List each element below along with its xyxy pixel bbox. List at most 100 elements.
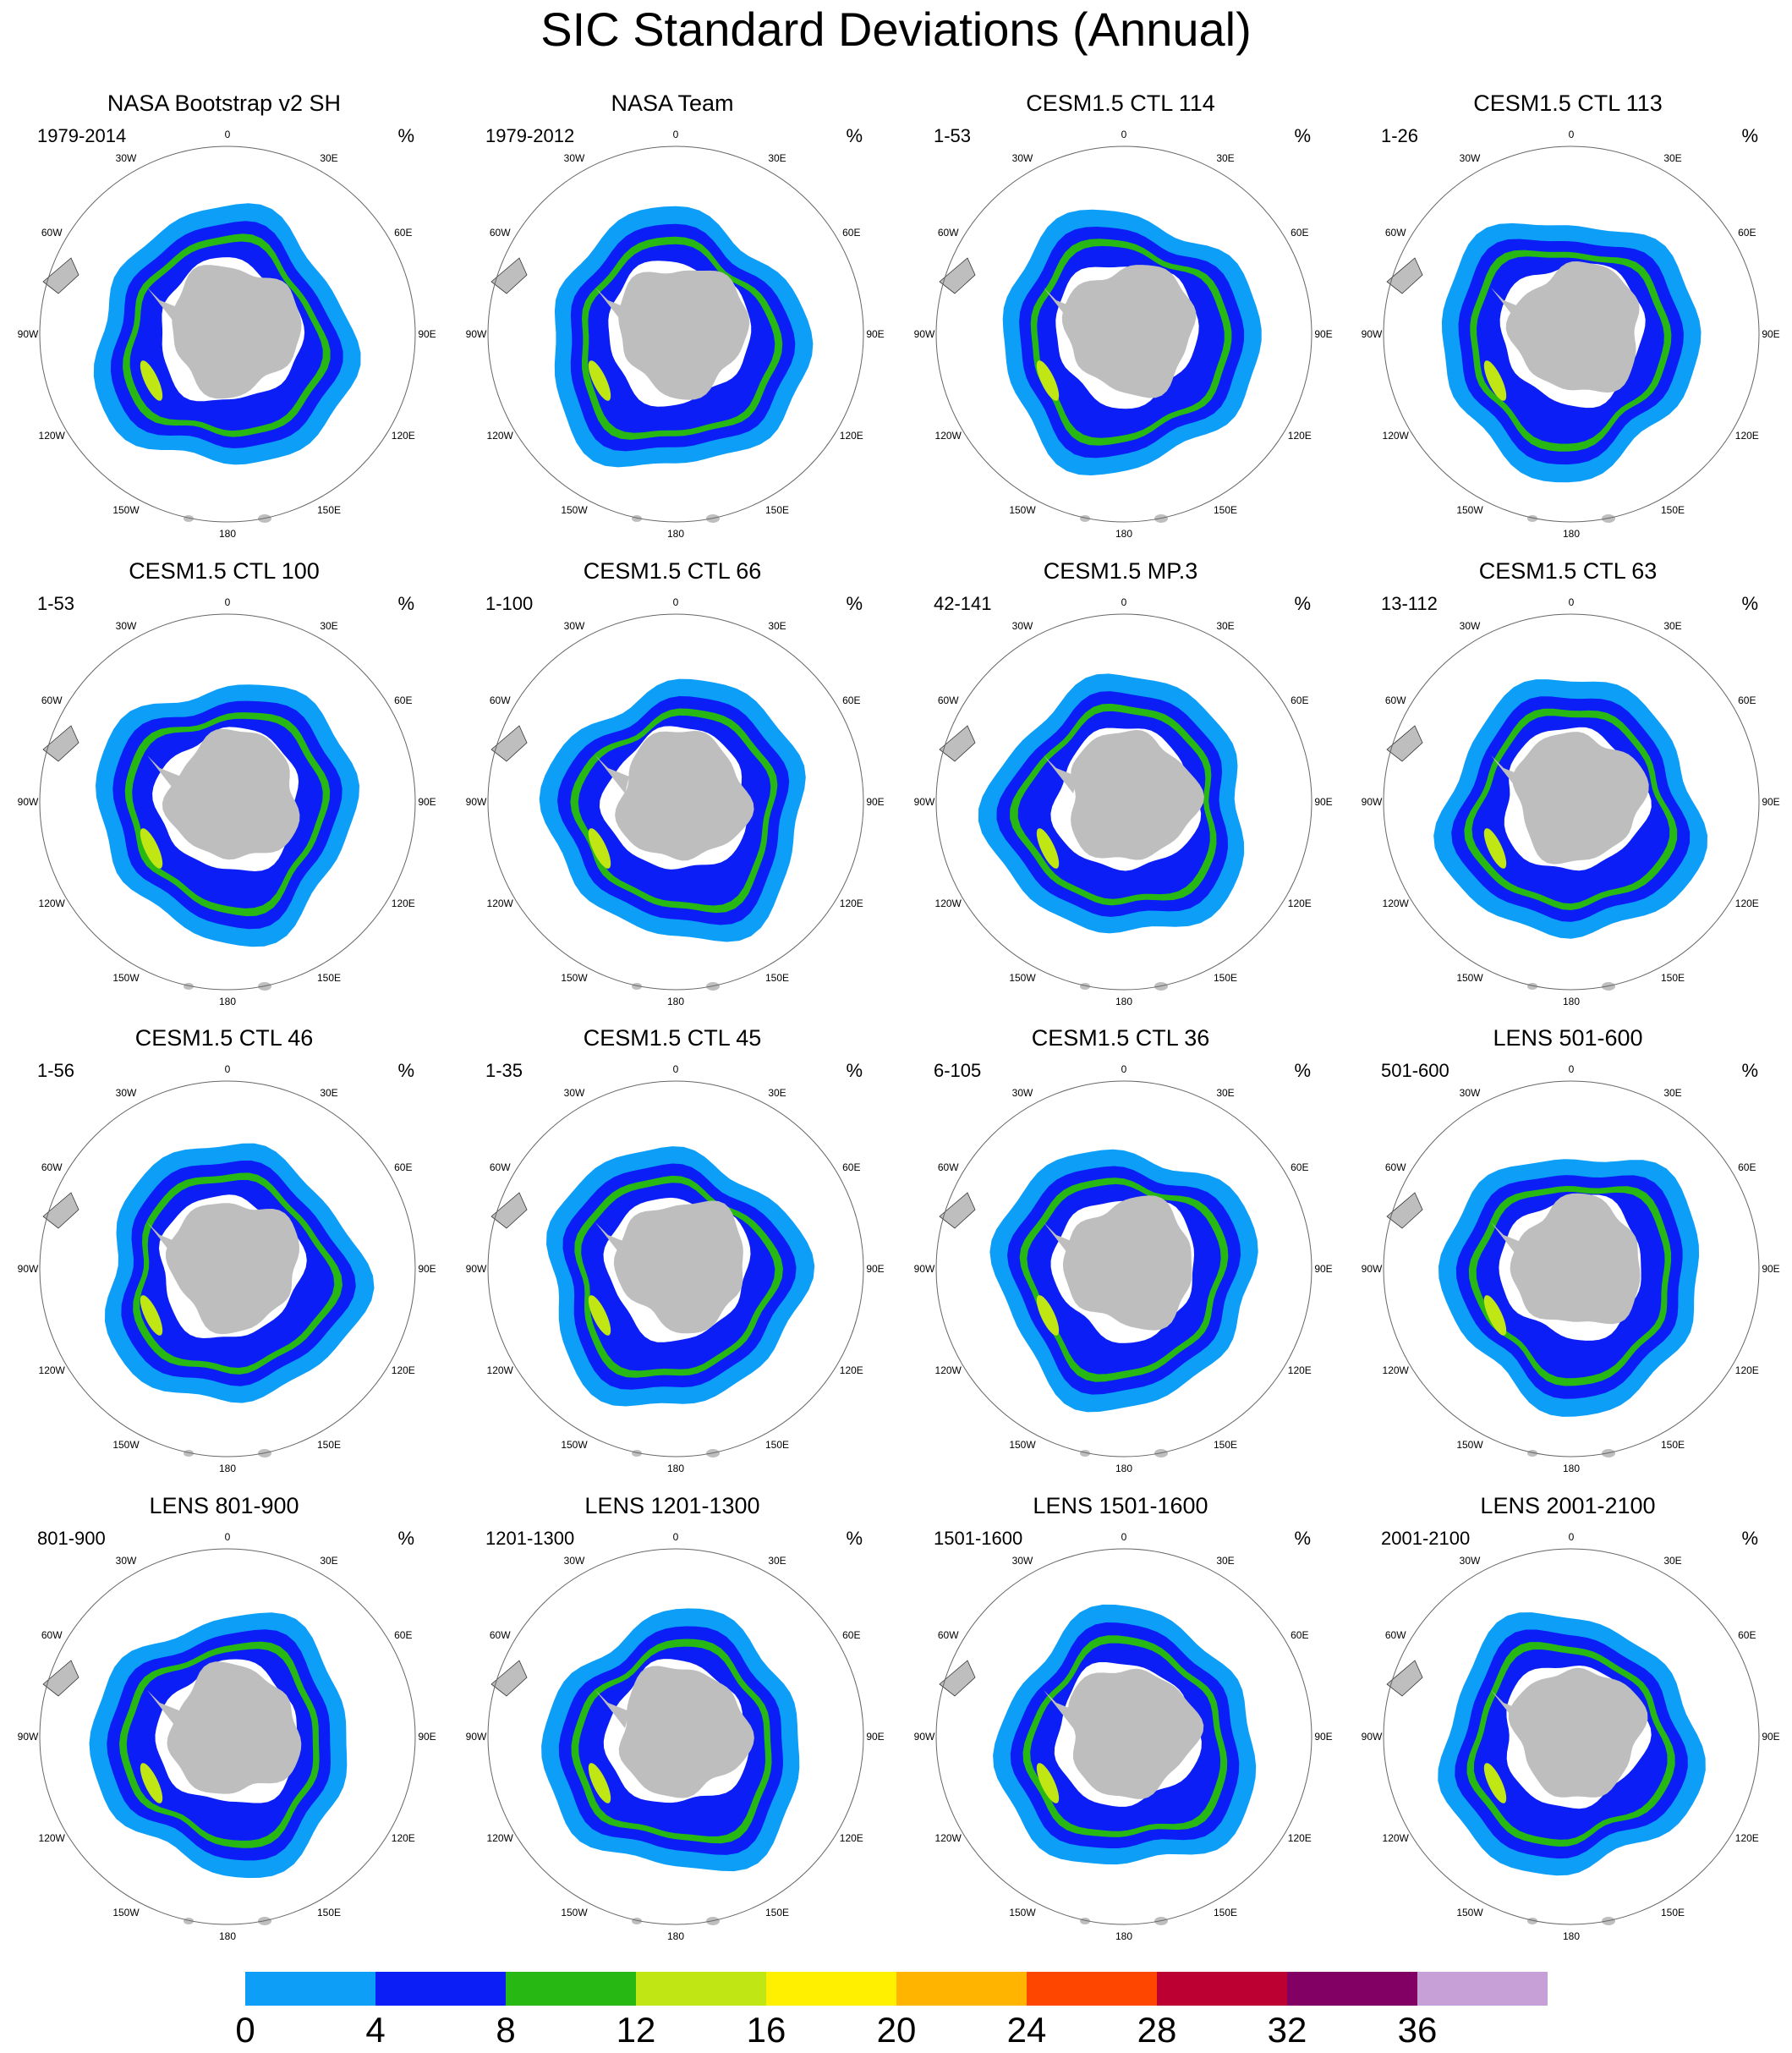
island-fragment <box>184 1450 194 1457</box>
longitude-label: 0 <box>225 1531 231 1543</box>
longitude-label: 30W <box>564 1087 585 1099</box>
longitude-label: 120W <box>1383 1364 1410 1376</box>
panel-title: CESM1.5 CTL 100 <box>129 558 320 584</box>
longitude-label: 30W <box>1460 152 1481 164</box>
south-america-tip <box>1386 1660 1423 1697</box>
longitude-label: 180 <box>667 996 684 1007</box>
antarctic-peninsula <box>1044 1222 1077 1260</box>
longitude-label: 150E <box>317 1439 341 1451</box>
colorbar-segment <box>1417 1972 1548 2006</box>
south-america-tip <box>1386 725 1423 762</box>
panel-title: LENS 1201-1300 <box>584 1493 760 1518</box>
ice-std-band-12-16 <box>1483 1763 1507 1803</box>
antarctic-peninsula <box>595 288 629 326</box>
longitude-label: 30E <box>1663 1087 1681 1099</box>
ice-std-band-12-16 <box>588 828 611 869</box>
longitude-label: 30W <box>1012 152 1033 164</box>
panel-period: 1-26 <box>1381 125 1419 146</box>
south-america-tip <box>42 1660 79 1697</box>
map-panel: CESM1.5 CTL 100 1-53% 0 30E 60E 90E 120E 150E 18… <box>0 557 448 1024</box>
longitude-label: 150W <box>561 1907 588 1919</box>
longitude-label: 90E <box>418 1263 436 1275</box>
longitude-label: 60W <box>41 227 63 239</box>
south-america-tip <box>490 257 528 294</box>
longitude-label: 180 <box>219 996 236 1007</box>
longitude-label: 60W <box>41 694 63 706</box>
longitude-label: 90W <box>914 796 935 808</box>
longitude-label: 90W <box>466 1263 487 1275</box>
panel-period: 801-900 <box>37 1528 106 1549</box>
longitude-label: 120E <box>840 898 863 909</box>
longitude-label: 60W <box>41 1629 63 1641</box>
longitude-label: 60W <box>938 227 959 239</box>
longitude-label: 30W <box>1012 1555 1033 1567</box>
longitude-label: 30E <box>1216 620 1234 632</box>
longitude-label: 30E <box>1216 1555 1234 1567</box>
colorbar-tick-label: 16 <box>746 2010 786 2050</box>
longitude-label: 150W <box>1009 1907 1036 1919</box>
antarctica-land <box>618 1666 754 1798</box>
panel-unit: % <box>1741 593 1758 614</box>
colorbar-tick-label: 20 <box>876 2010 917 2050</box>
south-america-tip <box>42 257 79 294</box>
longitude-label: 0 <box>673 596 679 608</box>
antarctica-land <box>1510 1193 1641 1325</box>
longitude-label: 120W <box>39 1832 66 1844</box>
colorbar-tick-label: 8 <box>496 2010 516 2050</box>
antarctic-peninsula <box>595 1690 629 1728</box>
colorbar-segment <box>1027 1972 1157 2006</box>
colorbar-segment <box>1287 1972 1417 2006</box>
longitude-label: 0 <box>1569 1531 1575 1543</box>
antarctica-land <box>1061 265 1197 398</box>
longitude-label: 60W <box>1385 227 1406 239</box>
map-boundary-circle <box>1383 1548 1760 1925</box>
island-fragment <box>1080 1918 1090 1924</box>
longitude-label: 90E <box>418 796 436 808</box>
longitude-label: 60E <box>1291 694 1308 706</box>
panel-unit: % <box>397 1060 414 1081</box>
ice-std-band-12-16 <box>1036 1763 1060 1803</box>
island-fragment <box>184 1918 194 1924</box>
map-panel: CESM1.5 CTL 66 1-100% 0 30E 60E 90E 120E 150E 18… <box>448 557 896 1024</box>
colorbar-segment <box>896 1972 1027 2006</box>
longitude-label: 150W <box>561 1439 588 1451</box>
south-america-tip <box>939 1660 976 1697</box>
antarctic-peninsula <box>147 1690 181 1728</box>
map-panel: NASA Team 1979-2012% 0 30E 60E 90E 120E 150E 180… <box>448 89 896 557</box>
antarctica-land <box>1067 1668 1204 1799</box>
panel-title: LENS 1501-1600 <box>1033 1493 1208 1518</box>
antarctic-peninsula <box>1044 755 1077 793</box>
longitude-label: 90W <box>914 1731 935 1743</box>
longitude-label: 150E <box>1214 972 1237 984</box>
colorbar-tick-label: 32 <box>1267 2010 1307 2050</box>
panel-unit: % <box>1741 1528 1758 1549</box>
panel-period: 1-100 <box>485 593 534 614</box>
longitude-label: 180 <box>667 1463 684 1474</box>
map-boundary-circle <box>39 1080 416 1457</box>
polar-map: 0 30E 60E 90E 120E 150E 180 150W 120W 90W 60W 30W <box>914 596 1333 1007</box>
longitude-label: 60W <box>938 1161 959 1173</box>
longitude-label: 30W <box>116 1087 137 1099</box>
longitude-label: 90W <box>466 796 487 808</box>
longitude-label: 90W <box>914 328 935 340</box>
longitude-label: 60W <box>490 1161 511 1173</box>
colorbar-tick-label: 4 <box>365 2010 386 2050</box>
antarctica-land <box>1512 732 1649 865</box>
longitude-label: 30E <box>1216 152 1234 164</box>
ice-std-band-12-16 <box>140 1763 163 1803</box>
longitude-label: 60E <box>1291 1161 1308 1173</box>
longitude-label: 150W <box>112 972 140 984</box>
longitude-label: 90E <box>1314 796 1332 808</box>
panel-period: 6-105 <box>934 1060 982 1081</box>
longitude-label: 120E <box>1288 430 1312 442</box>
longitude-label: 30W <box>116 620 137 632</box>
colorbar-tick-label: 28 <box>1137 2010 1177 2050</box>
longitude-label: 60W <box>1385 1161 1406 1173</box>
panel-title: NASA Team <box>611 91 734 116</box>
longitude-label: 30W <box>1012 620 1033 632</box>
antarctic-peninsula <box>147 1222 181 1260</box>
map-boundary-circle <box>935 1080 1312 1457</box>
longitude-label: 90E <box>866 328 884 340</box>
panel-period: 1501-1600 <box>934 1528 1023 1549</box>
